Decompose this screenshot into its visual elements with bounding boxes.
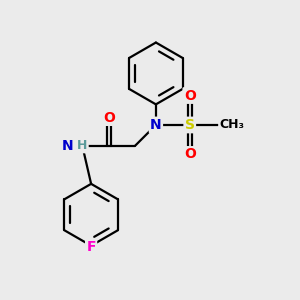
- Text: N: N: [150, 118, 162, 132]
- Text: F: F: [86, 240, 96, 254]
- Text: H: H: [77, 139, 88, 152]
- Text: O: O: [184, 88, 196, 103]
- Text: O: O: [103, 111, 115, 124]
- Text: S: S: [185, 118, 195, 132]
- Text: O: O: [184, 147, 196, 161]
- Text: CH₃: CH₃: [219, 118, 244, 131]
- Text: N: N: [62, 139, 74, 153]
